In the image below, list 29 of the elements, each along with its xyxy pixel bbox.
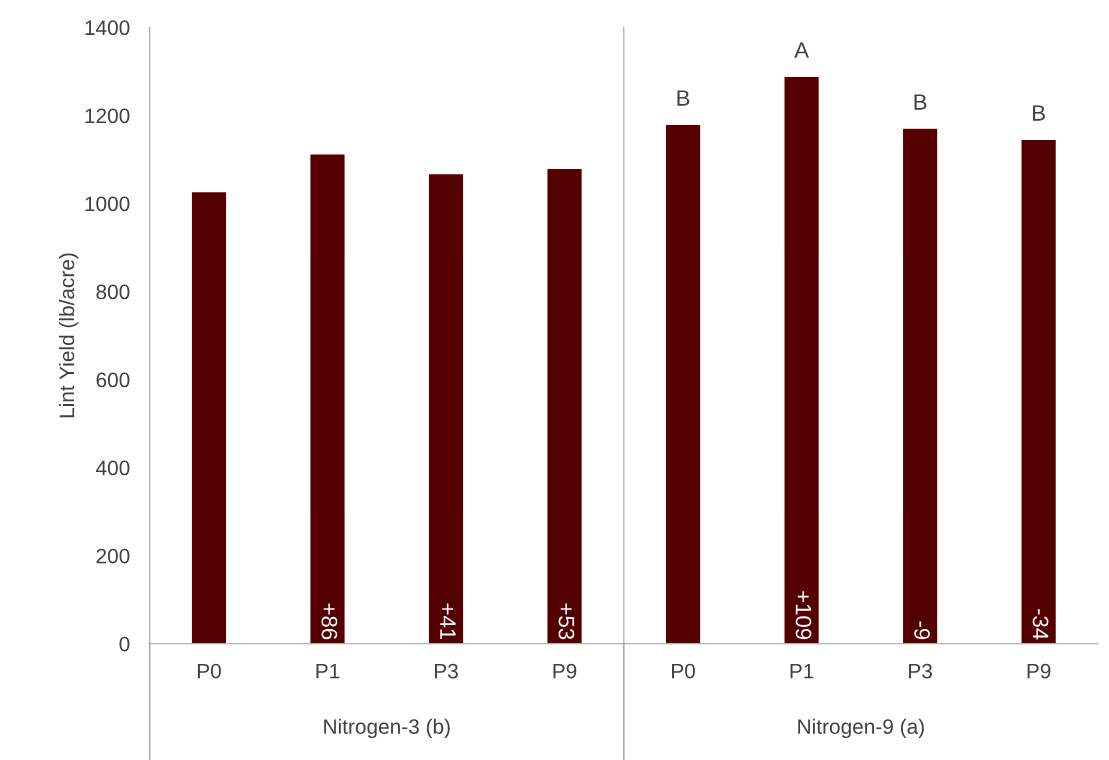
y-tick-label: 1400 xyxy=(85,20,130,36)
annotation: +86 xyxy=(321,603,338,640)
x-axis-title: Nitrogen-3 (b) xyxy=(324,718,450,739)
x-tick-label: P9 xyxy=(1027,663,1051,679)
annotation: +53 xyxy=(558,603,575,640)
annotation: B xyxy=(1033,105,1045,121)
y-tick-label: 400 xyxy=(95,460,130,476)
annotation: -34 xyxy=(1032,609,1049,640)
annotation: B xyxy=(677,90,690,106)
x-tick-label: P9 xyxy=(553,663,577,679)
annotation: +109 xyxy=(795,591,812,640)
y-tick-label: 0 xyxy=(119,636,130,652)
annotation: -9 xyxy=(914,621,930,640)
x-tick-label: P3 xyxy=(434,663,458,679)
x-tick-label: P1 xyxy=(316,663,340,679)
annotation: B xyxy=(914,94,927,110)
y-tick-label: 800 xyxy=(96,284,130,300)
y-axis-title: Lint Yield (lb/acre) xyxy=(58,253,79,418)
y-tick-label: 1200 xyxy=(85,108,130,124)
annotation: A xyxy=(794,42,809,58)
x-axis-title: Nitrogen-9 (a) xyxy=(798,718,924,739)
x-tick-label: P0 xyxy=(197,663,221,679)
y-tick-label: 600 xyxy=(96,372,130,388)
annotation: +41 xyxy=(440,603,456,640)
x-tick-label: P1 xyxy=(790,663,814,679)
y-tick-label: 1000 xyxy=(85,196,130,212)
y-tick-label: 200 xyxy=(96,548,130,564)
x-tick-label: P0 xyxy=(672,663,695,679)
x-tick-label: P3 xyxy=(909,663,932,679)
